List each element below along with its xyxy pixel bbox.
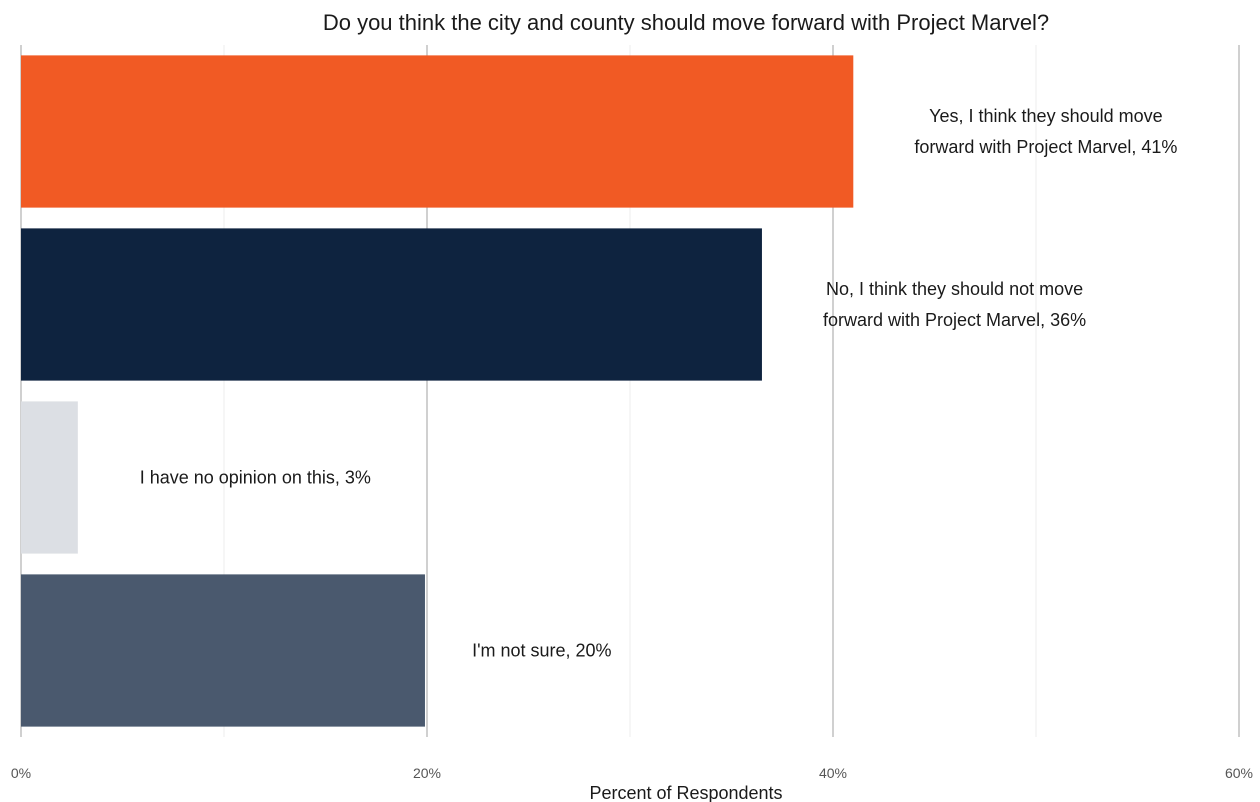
- x-tick-label: 60%: [1225, 765, 1253, 781]
- x-axis-ticks: 0% 20% 40% 60%: [11, 765, 1253, 781]
- bar-label: I have no opinion on this, 3%: [140, 468, 371, 488]
- bar-label: No, I think they should not move: [826, 279, 1083, 299]
- x-tick-label: 20%: [413, 765, 441, 781]
- x-tick-label: 40%: [819, 765, 847, 781]
- bar: [21, 228, 762, 381]
- x-axis-title: Percent of Respondents: [589, 783, 782, 802]
- x-tick-label: 0%: [11, 765, 31, 781]
- bar-label: forward with Project Marvel, 36%: [823, 310, 1086, 330]
- bar-label: I'm not sure, 20%: [472, 641, 612, 661]
- bars: [21, 55, 854, 727]
- bar: [21, 574, 425, 727]
- bar-labels: Yes, I think they should move forward wit…: [140, 106, 1178, 661]
- bar-label: Yes, I think they should move: [929, 106, 1162, 126]
- bar-label: forward with Project Marvel, 41%: [914, 137, 1177, 157]
- bar: [21, 55, 854, 208]
- bar: [21, 401, 78, 554]
- chart-title: Do you think the city and county should …: [323, 10, 1049, 35]
